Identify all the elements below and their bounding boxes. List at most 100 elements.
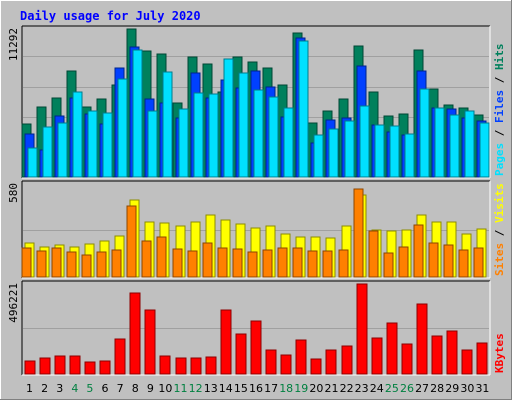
bar-kbytes-day-30 [461, 349, 473, 375]
bar-pages-day-25 [389, 125, 400, 178]
bar-pages-day-17 [268, 96, 279, 178]
legend-kbytes: KBytes [493, 333, 506, 373]
bar-kbytes-day-11 [175, 357, 187, 375]
bar-kbytes-day-22 [341, 345, 353, 375]
bar-sites-day-11 [172, 248, 183, 278]
x-tick-label-day-21: 21 [324, 382, 338, 395]
bar-kbytes-day-19 [295, 339, 307, 375]
x-tick-label-day-2: 2 [41, 382, 48, 395]
x-tick-label-day-22: 22 [340, 382, 354, 395]
legend-hits-files-pages: Pages / Files / Hits [493, 44, 506, 177]
bar-sites-day-24 [368, 230, 379, 278]
bar-pages-day-13 [208, 93, 219, 178]
bar-sites-day-20 [307, 250, 318, 278]
y-max-label: 496221 [7, 283, 20, 323]
x-tick-label-day-23: 23 [355, 382, 369, 395]
bar-sites-day-2 [36, 250, 47, 278]
x-tick-label-day-20: 20 [309, 382, 323, 395]
x-tick-label-day-29: 29 [445, 382, 459, 395]
bar-kbytes-day-27 [416, 303, 428, 375]
x-tick-label-day-31: 31 [475, 382, 489, 395]
x-tick-label-day-5: 5 [86, 382, 93, 395]
bar-pages-day-31 [479, 122, 490, 178]
chart-panels: 11292 Pages / Files / Hits 580 Sites / Visi… [7, 25, 506, 376]
bar-pages-day-5 [87, 110, 98, 178]
bar-kbytes-day-29 [446, 330, 458, 375]
x-tick-label-day-27: 27 [415, 382, 429, 395]
bar-pages-day-30 [464, 110, 475, 178]
bar-sites-day-31 [473, 247, 484, 278]
x-tick-label-day-3: 3 [56, 382, 63, 395]
bar-pages-day-10 [162, 71, 173, 178]
bar-sites-day-10 [156, 236, 167, 278]
x-tick-label-day-15: 15 [234, 382, 248, 395]
bar-kbytes-day-14 [220, 309, 232, 375]
x-tick-label-day-19: 19 [294, 382, 308, 395]
bar-sites-day-12 [187, 250, 198, 278]
legend-visits-sites: Sites / Visits [493, 183, 506, 276]
bar-pages-day-6 [102, 112, 113, 178]
bar-kbytes-day-18 [280, 354, 292, 375]
legend-entry: Pages [493, 143, 506, 176]
bar-sites-day-4 [66, 251, 77, 278]
x-tick-label-day-4: 4 [71, 382, 78, 395]
legend-entry: / [493, 223, 506, 243]
bar-pages-day-20 [313, 134, 324, 178]
bar-pages-day-21 [328, 128, 339, 178]
bar-pages-day-11 [178, 108, 189, 178]
bar-kbytes-day-6 [99, 360, 111, 375]
bar-sites-day-19 [292, 247, 303, 278]
bar-sites-day-8 [126, 205, 137, 278]
bar-kbytes-day-23 [356, 283, 368, 375]
bar-sites-day-29 [443, 244, 454, 278]
bar-sites-day-15 [232, 248, 243, 278]
legend-entry: KBytes [493, 333, 506, 373]
panel-visits-sites: 580 Sites / Visits [7, 180, 506, 279]
bar-kbytes-day-1 [24, 360, 36, 375]
panel-hits-files-pages: 11292 Pages / Files / Hits [7, 25, 506, 179]
bar-pages-day-15 [238, 72, 249, 178]
bar-kbytes-day-28 [431, 335, 443, 375]
bar-pages-day-12 [193, 92, 204, 178]
x-tick-label-day-10: 10 [158, 382, 172, 395]
bar-pages-day-8 [132, 49, 143, 178]
bar-sites-day-6 [96, 251, 107, 278]
bar-pages-day-27 [419, 88, 430, 178]
bar-kbytes-day-16 [250, 320, 262, 375]
bar-sites-day-27 [413, 224, 424, 278]
bar-kbytes-day-17 [265, 349, 277, 375]
bar-sites-day-23 [353, 188, 364, 278]
legend-entry: Hits [493, 44, 506, 71]
x-tick-label-day-17: 17 [264, 382, 278, 395]
bar-sites-day-13 [202, 242, 213, 278]
legend-entry: Visits [493, 183, 506, 223]
bar-pages-day-18 [283, 107, 294, 178]
bar-kbytes-day-15 [235, 333, 247, 375]
x-tick-label-day-18: 18 [279, 382, 293, 395]
bar-sites-day-22 [338, 249, 349, 278]
bar-sites-day-26 [398, 246, 409, 278]
x-tick-label-day-30: 30 [460, 382, 474, 395]
bar-sites-day-28 [428, 242, 439, 278]
bar-pages-day-14 [223, 58, 234, 178]
x-tick-label-day-14: 14 [219, 382, 233, 395]
bar-pages-day-3 [57, 122, 68, 178]
legend-entry: Sites [493, 243, 506, 276]
bar-pages-day-24 [374, 124, 385, 178]
bar-sites-day-18 [277, 247, 288, 278]
y-max-label: 580 [7, 183, 20, 203]
bar-sites-day-14 [217, 247, 228, 278]
x-tick-label-day-13: 13 [204, 382, 218, 395]
bar-sites-day-3 [51, 247, 62, 278]
bar-sites-day-21 [322, 250, 333, 278]
bar-kbytes-day-2 [39, 357, 51, 375]
x-tick-label-day-28: 28 [430, 382, 444, 395]
bar-pages-day-28 [434, 107, 445, 178]
x-tick-label-day-7: 7 [117, 382, 124, 395]
bar-sites-day-25 [383, 252, 394, 278]
bar-pages-day-26 [404, 133, 415, 178]
bar-pages-day-2 [42, 126, 53, 178]
bar-kbytes-day-21 [325, 349, 337, 375]
bar-kbytes-day-31 [476, 342, 488, 375]
